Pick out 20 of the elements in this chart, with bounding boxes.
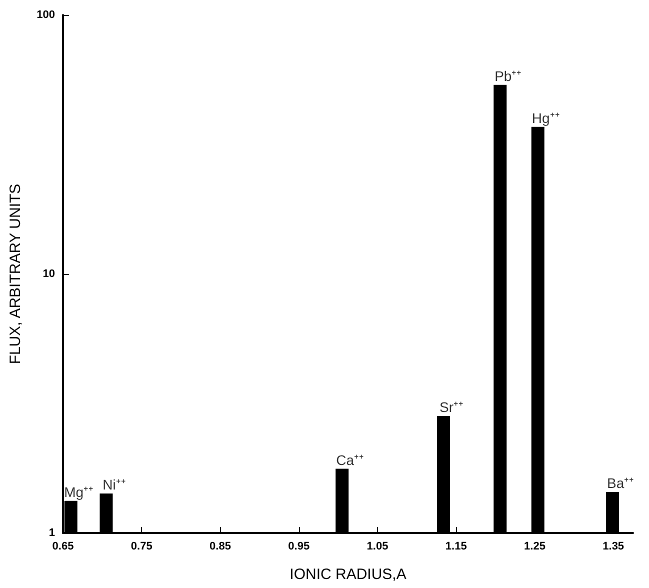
annotation: Sr⁺⁺ [440, 398, 464, 415]
annotation: Mg⁺⁺ [64, 484, 94, 500]
x-tick-label: 0.85 [210, 540, 231, 552]
x-tick-label: 0.65 [52, 540, 74, 552]
y-axis-title: FLUX, ARBITRARY UNITS [7, 184, 24, 364]
x-tick-label: 0.75 [130, 540, 152, 552]
x-tick-label: 1.05 [366, 540, 388, 552]
y-tick-label: 10 [42, 268, 55, 280]
annotation: Ba⁺⁺ [606, 474, 634, 491]
x-tick-label: 1.15 [445, 540, 467, 552]
y-tick-label: 100 [36, 9, 55, 21]
y-tick-label: 1 [48, 527, 55, 539]
annotation: Hg⁺⁺ [532, 110, 560, 126]
x-axis-title: IONIC RADIUS,A [290, 566, 406, 583]
x-tick-label: 0.95 [288, 540, 310, 552]
x-tick-label: 1.25 [524, 540, 546, 552]
annotation: Pb⁺⁺ [494, 68, 522, 84]
annotation: Ca⁺⁺ [336, 452, 364, 468]
x-tick-label: 1.35 [602, 540, 624, 552]
annotation: Ni⁺⁺ [102, 476, 126, 493]
